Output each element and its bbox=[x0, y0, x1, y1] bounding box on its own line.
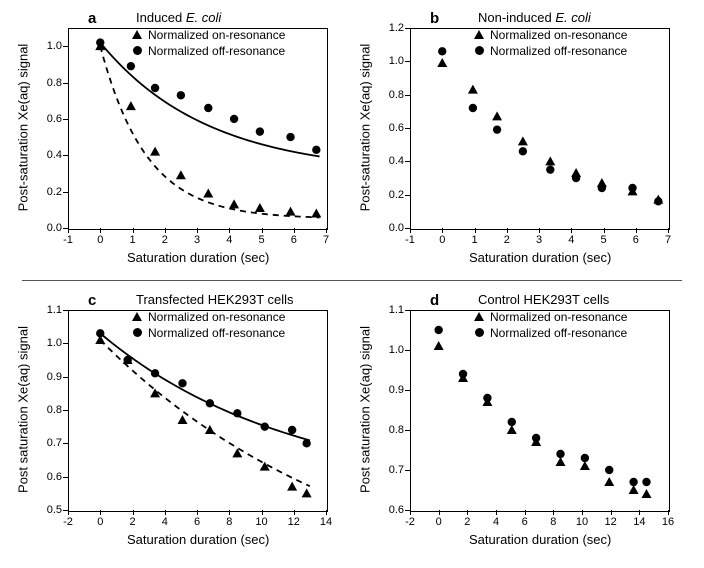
xtick bbox=[668, 510, 669, 515]
xtick bbox=[553, 510, 554, 515]
xtick-label: 12 bbox=[605, 516, 617, 528]
legend-label-off: Normalized off-resonance bbox=[490, 326, 627, 340]
panel-d: -2 0 2 4 6 8 10 12 14 16 0.6 0.7 0.8 0.9 1.0 1.1 d Contro… bbox=[0, 0, 704, 568]
ytick bbox=[405, 510, 410, 511]
xtick bbox=[582, 510, 583, 515]
marker-on-resonance bbox=[580, 461, 590, 470]
marker-off-resonance bbox=[629, 478, 637, 486]
xtick bbox=[525, 510, 526, 515]
triangle-icon bbox=[472, 310, 486, 324]
marker-off-resonance bbox=[532, 434, 540, 442]
marker-off-resonance bbox=[508, 418, 516, 426]
ytick bbox=[405, 390, 410, 391]
xtick bbox=[467, 510, 468, 515]
xtick-label: 0 bbox=[436, 516, 442, 528]
x-axis-label: Saturation duration (sec) bbox=[469, 532, 611, 547]
xtick bbox=[611, 510, 612, 515]
xtick bbox=[439, 510, 440, 515]
ytick-label: 0.7 bbox=[382, 464, 404, 476]
marker-on-resonance bbox=[556, 457, 566, 466]
legend-row-off: Normalized off-resonance bbox=[472, 326, 627, 340]
ytick-label: 0.9 bbox=[382, 384, 404, 396]
marker-on-resonance bbox=[434, 341, 444, 350]
xtick-label: 16 bbox=[662, 516, 674, 528]
legend-label-on: Normalized on-resonance bbox=[490, 310, 627, 324]
ytick-label: 0.6 bbox=[382, 504, 404, 516]
panel-letter: d bbox=[430, 292, 439, 309]
xtick-label: 6 bbox=[522, 516, 528, 528]
marker-off-resonance bbox=[459, 370, 467, 378]
ytick bbox=[405, 310, 410, 311]
circle-icon bbox=[472, 326, 486, 340]
xtick bbox=[639, 510, 640, 515]
marker-on-resonance bbox=[604, 477, 614, 486]
marker-off-resonance bbox=[581, 454, 589, 462]
marker-on-resonance bbox=[642, 489, 652, 498]
figure: -1012345670.00.20.40.60.81.0aInduced E. … bbox=[0, 0, 704, 568]
ytick-label: 0.8 bbox=[382, 424, 404, 436]
xtick-label: 8 bbox=[550, 516, 556, 528]
marker-off-resonance bbox=[556, 450, 564, 458]
marker-off-resonance bbox=[642, 478, 650, 486]
legend-row-on: Normalized on-resonance bbox=[472, 310, 627, 324]
xtick bbox=[410, 510, 411, 515]
ytick bbox=[405, 350, 410, 351]
marker-off-resonance bbox=[605, 466, 613, 474]
xtick-label: 4 bbox=[493, 516, 499, 528]
ytick-label: 1.0 bbox=[382, 344, 404, 356]
xtick-label: 2 bbox=[464, 516, 470, 528]
ytick-label: 1.1 bbox=[382, 304, 404, 316]
ytick bbox=[405, 430, 410, 431]
ytick bbox=[405, 470, 410, 471]
marker-off-resonance bbox=[434, 326, 442, 334]
marker-on-resonance bbox=[629, 485, 639, 494]
xtick bbox=[496, 510, 497, 515]
panel-title: Control HEK293T cells bbox=[478, 292, 609, 307]
xtick-label: -2 bbox=[405, 516, 415, 528]
xtick-label: 10 bbox=[576, 516, 588, 528]
y-axis-label: Post saturation Xe(aq) signal bbox=[358, 315, 373, 505]
xtick-label: 14 bbox=[633, 516, 645, 528]
marker-on-resonance bbox=[507, 425, 517, 434]
marker-off-resonance bbox=[483, 394, 491, 402]
legend: Normalized on-resonance Normalized off-re… bbox=[472, 310, 627, 342]
